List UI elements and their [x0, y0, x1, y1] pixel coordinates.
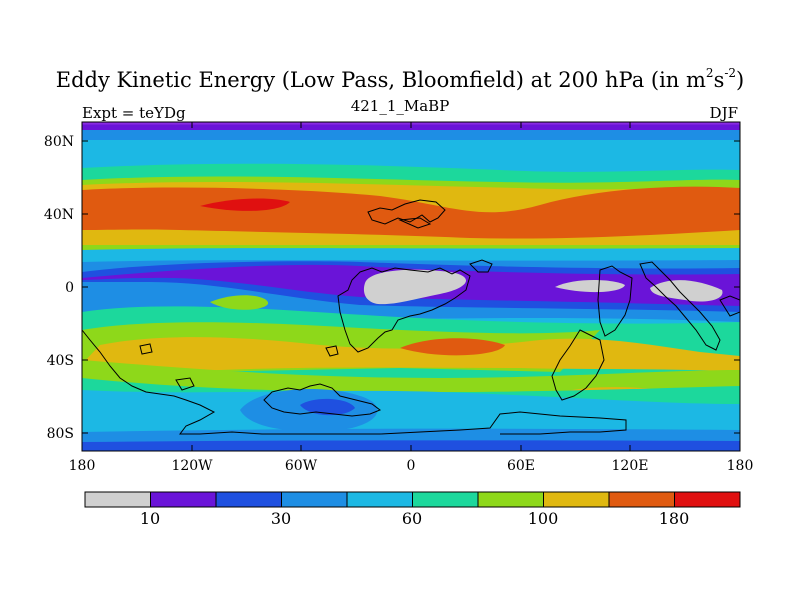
x-axis-labels: 180 120W 60W 0 60E 120E 180	[69, 458, 754, 474]
y-axis-ticks	[82, 140, 740, 434]
season-label: DJF	[709, 104, 738, 122]
eke-contour-field	[82, 122, 740, 451]
colorbar-label: 10	[140, 509, 160, 528]
colorbar-swatch	[84, 491, 151, 508]
colorbar	[84, 491, 741, 508]
colorbar-label: 100	[528, 509, 559, 528]
colorbar-label: 30	[271, 509, 291, 528]
x-tick-label: 120W	[171, 458, 213, 474]
colorbar-swatch	[674, 491, 741, 508]
y-axis-labels: 80N 40N 0 40S 80S	[44, 134, 74, 442]
experiment-label: Expt = teYDg	[82, 104, 186, 122]
y-tick-label: 40S	[47, 353, 74, 369]
figure-subtitle: 421_1_MaBP	[350, 97, 450, 115]
x-tick-label: 60W	[285, 458, 318, 474]
figure-title: Eddy Kinetic Energy (Low Pass, Bloomfiel…	[55, 66, 745, 92]
colorbar-swatch	[346, 491, 413, 508]
y-tick-label: 80N	[44, 134, 74, 150]
x-tick-label: 0	[407, 458, 416, 474]
colorbar-swatch	[150, 491, 217, 508]
x-axis-ticks	[81, 122, 741, 451]
colorbar-label: 60	[402, 509, 422, 528]
coastline-outlines	[82, 199, 740, 435]
colorbar-swatch	[215, 491, 282, 508]
x-tick-label: 180	[727, 458, 754, 474]
x-tick-label: 60E	[507, 458, 535, 474]
y-tick-label: 0	[65, 280, 74, 296]
y-tick-label: 80S	[47, 426, 74, 442]
x-tick-label: 180	[69, 458, 96, 474]
colorbar-label: 180	[659, 509, 690, 528]
colorbar-swatch	[543, 491, 610, 508]
colorbar-swatch	[412, 491, 479, 508]
y-tick-label: 40N	[44, 207, 74, 223]
x-tick-label: 120E	[612, 458, 649, 474]
colorbar-swatch	[281, 491, 348, 508]
colorbar-labels: 10 30 60 100 180	[140, 509, 689, 528]
colorbar-swatch	[608, 491, 675, 508]
colorbar-swatch	[477, 491, 544, 508]
